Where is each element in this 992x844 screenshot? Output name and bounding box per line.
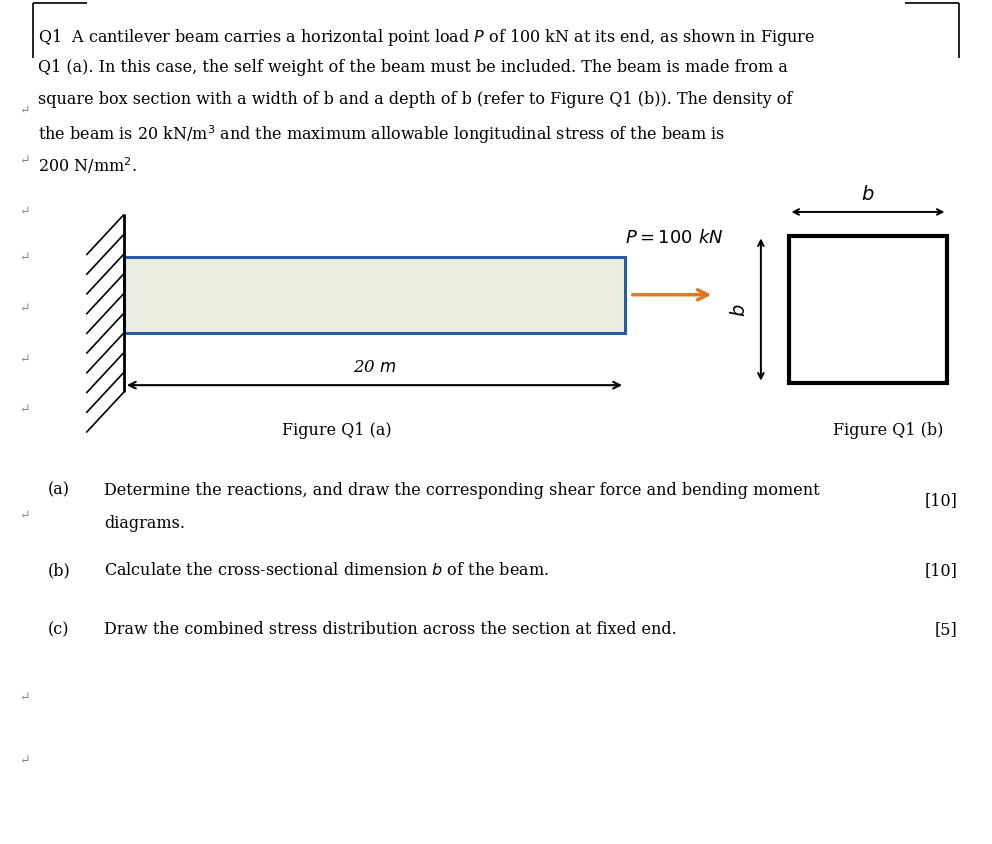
Text: (c): (c) bbox=[48, 620, 69, 637]
Text: ↵: ↵ bbox=[20, 301, 30, 315]
Text: diagrams.: diagrams. bbox=[104, 515, 186, 532]
Text: ↵: ↵ bbox=[20, 690, 30, 703]
Text: [5]: [5] bbox=[934, 620, 957, 637]
Text: the beam is 20 kN/m$^3$ and the maximum allowable longitudinal stress of the bea: the beam is 20 kN/m$^3$ and the maximum … bbox=[38, 123, 725, 146]
Text: ↵: ↵ bbox=[20, 403, 30, 416]
Text: ↵: ↵ bbox=[20, 154, 30, 167]
Text: Q1 (a). In this case, the self weight of the beam must be included. The beam is : Q1 (a). In this case, the self weight of… bbox=[38, 59, 788, 76]
Text: [10]: [10] bbox=[925, 491, 957, 508]
Text: $b$: $b$ bbox=[729, 304, 749, 316]
Text: ↵: ↵ bbox=[20, 204, 30, 218]
Text: ↵: ↵ bbox=[20, 508, 30, 522]
Text: Figure Q1 (a): Figure Q1 (a) bbox=[283, 422, 392, 439]
Text: (b): (b) bbox=[48, 561, 70, 578]
Text: $b$: $b$ bbox=[861, 186, 875, 204]
Bar bbox=[124, 257, 625, 333]
Text: $P = 100\ kN$: $P = 100\ kN$ bbox=[625, 229, 723, 246]
Text: Draw the combined stress distribution across the section at fixed end.: Draw the combined stress distribution ac… bbox=[104, 620, 677, 637]
Text: 200 N/mm$^2$.: 200 N/mm$^2$. bbox=[38, 155, 137, 176]
Text: 20 $m$: 20 $m$ bbox=[353, 359, 396, 376]
Bar bbox=[789, 236, 947, 384]
Text: square box section with a width of b and a depth of b (refer to Figure Q1 (b)). : square box section with a width of b and… bbox=[38, 91, 792, 108]
Text: Calculate the cross-sectional dimension $b$ of the beam.: Calculate the cross-sectional dimension … bbox=[104, 561, 549, 578]
Text: Figure Q1 (b): Figure Q1 (b) bbox=[832, 422, 943, 439]
Text: ↵: ↵ bbox=[20, 753, 30, 766]
Text: ↵: ↵ bbox=[20, 103, 30, 116]
Text: Determine the reactions, and draw the corresponding shear force and bending mome: Determine the reactions, and draw the co… bbox=[104, 481, 819, 498]
Text: [10]: [10] bbox=[925, 561, 957, 578]
Text: (a): (a) bbox=[48, 481, 69, 498]
Text: ↵: ↵ bbox=[20, 352, 30, 365]
Text: ↵: ↵ bbox=[20, 251, 30, 264]
Text: Q1  A cantilever beam carries a horizontal point load $P$ of 100 kN at its end, : Q1 A cantilever beam carries a horizonta… bbox=[38, 27, 815, 48]
